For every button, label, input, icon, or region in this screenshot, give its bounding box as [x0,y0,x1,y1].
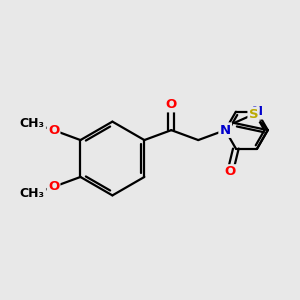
Text: CH₃: CH₃ [20,188,45,200]
Text: CH₃: CH₃ [20,116,45,130]
Text: S: S [249,108,258,121]
Text: O: O [225,166,236,178]
Text: O: O [166,98,177,111]
Text: O: O [48,180,59,194]
Text: N: N [252,105,263,118]
Text: O: O [48,124,59,136]
Text: N: N [220,124,231,136]
